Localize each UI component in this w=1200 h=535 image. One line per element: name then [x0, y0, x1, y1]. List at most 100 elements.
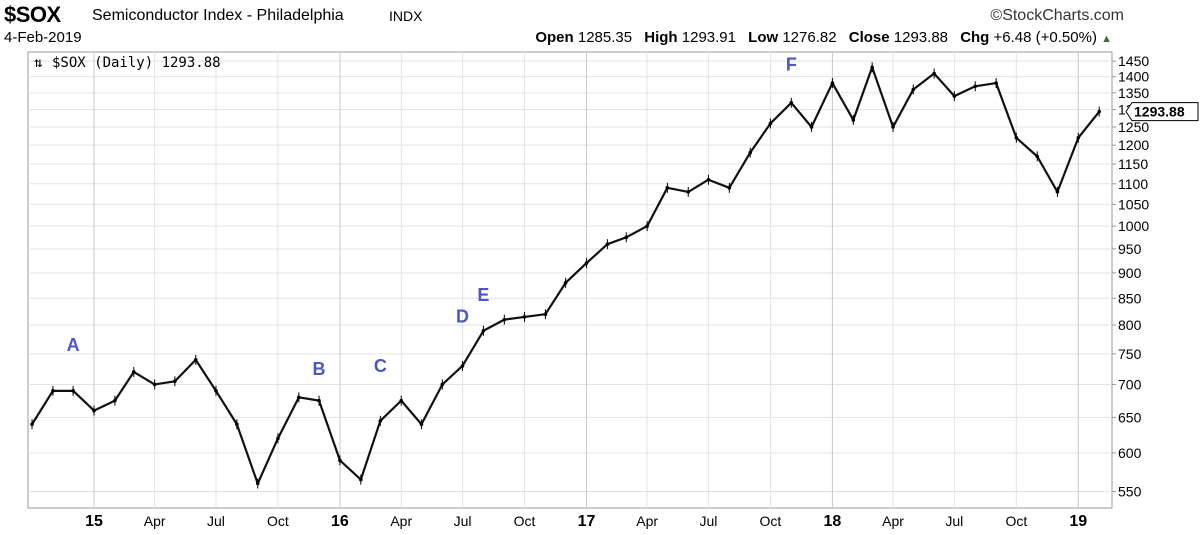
price-segment — [1077, 110, 1101, 139]
y-tick-label: 1050 — [1118, 196, 1149, 212]
low-value: 1276.82 — [782, 29, 837, 46]
grid — [28, 52, 1112, 508]
y-tick-label: 1400 — [1118, 69, 1149, 85]
price-point — [1035, 154, 1040, 159]
up-arrow-icon: ▲ — [1101, 33, 1112, 45]
price-segment — [214, 389, 238, 426]
y-axis: 550 600 650 700 750 800 850 900 950 1000 1050 1100 1… — [1112, 53, 1149, 500]
x-tick-label: Apr — [882, 513, 904, 529]
price-point — [297, 395, 301, 400]
price-segment — [113, 370, 135, 402]
x-tick-label: Jul — [207, 513, 225, 529]
y-tick-label: 1100 — [1118, 176, 1148, 192]
x-tick-label: Apr — [144, 513, 166, 529]
x-tick-label: Jul — [945, 513, 963, 529]
price-segment — [564, 262, 588, 284]
price-segment — [359, 419, 382, 481]
price-segment — [606, 236, 628, 246]
price-segment — [400, 399, 423, 426]
brand: ©StockCharts.com — [990, 7, 1124, 25]
open-label: Open — [535, 29, 574, 46]
price-point — [584, 261, 589, 265]
price-segment — [523, 313, 547, 319]
wave-labels: A B C DE F — [67, 54, 797, 379]
price-segment — [831, 81, 855, 122]
price-point — [952, 94, 957, 98]
exchange-label: INDX — [389, 8, 423, 24]
price-segment — [790, 101, 813, 129]
price-point — [543, 312, 548, 317]
price-point — [1055, 190, 1060, 194]
x-tick-label: Jul — [454, 513, 472, 529]
y-tick-label: 1150 — [1118, 156, 1148, 172]
price-point — [317, 398, 321, 403]
price-segment — [646, 186, 669, 228]
price-segment — [871, 66, 895, 129]
price-segment — [379, 399, 403, 422]
last-value-marker: 1293.88 — [1125, 102, 1199, 122]
chg-label: Chg — [960, 29, 990, 46]
price-point — [131, 370, 136, 374]
x-tick-label: 16 — [331, 513, 349, 530]
price-segment — [544, 281, 567, 316]
price-point — [748, 150, 753, 155]
price-point — [645, 224, 649, 228]
price-point — [193, 357, 198, 362]
price-point — [255, 481, 260, 486]
y-tick-label: 950 — [1118, 241, 1142, 257]
y-tick-label: 850 — [1118, 290, 1142, 306]
x-tick-label: Jul — [699, 513, 717, 529]
price-segment — [461, 329, 485, 367]
y-tick-label: 1250 — [1118, 119, 1149, 135]
price-point — [686, 190, 691, 194]
price-segment — [687, 178, 710, 194]
x-tick-label: Apr — [390, 513, 412, 529]
legend-label: $SOX (Daily) 1293.88 — [52, 55, 221, 71]
price-point — [51, 389, 55, 393]
x-tick-label: Oct — [1005, 513, 1027, 529]
price-segment — [30, 389, 55, 426]
price-point — [71, 389, 75, 393]
price-point — [973, 84, 978, 89]
price-point — [481, 328, 486, 333]
wave-label: F — [786, 54, 797, 74]
legend-icon: ⇅ — [34, 56, 42, 72]
price-point — [665, 186, 670, 190]
x-tick-label: 17 — [578, 513, 596, 530]
last-value-box — [1125, 102, 1199, 122]
price-segment — [482, 318, 506, 332]
price-point — [235, 422, 239, 427]
x-tick-label: 19 — [1069, 513, 1087, 530]
symbol: $SOX — [4, 2, 61, 27]
close-label: Close — [848, 29, 890, 46]
price-point — [30, 422, 34, 427]
price-point — [870, 65, 874, 70]
price-segment — [1036, 155, 1059, 194]
price-point — [1014, 135, 1019, 140]
price-segment — [173, 358, 197, 383]
price-point — [605, 242, 610, 247]
price-point — [911, 87, 916, 92]
price-segment — [72, 389, 96, 412]
low-label: Low — [748, 29, 779, 46]
price-point — [214, 389, 218, 393]
wave-label: A — [67, 335, 80, 355]
y-tick-label: 800 — [1118, 317, 1142, 333]
price-point — [932, 71, 936, 76]
price-point — [502, 317, 507, 322]
y-tick-label: 900 — [1118, 265, 1142, 281]
price-point — [624, 235, 629, 240]
legend: ⇅ $SOX (Daily) 1293.88 — [34, 55, 221, 72]
chg-value: +6.48 (+0.50%) — [993, 29, 1097, 46]
price-point — [809, 125, 814, 129]
price-point — [768, 121, 773, 126]
price-segment — [769, 101, 793, 125]
brand-label: StockCharts.com — [1002, 7, 1124, 24]
price-segment — [297, 396, 321, 402]
price-segment — [132, 370, 156, 386]
price-segment — [995, 81, 1018, 139]
y-tick-label: 600 — [1118, 445, 1142, 461]
close-value: 1293.88 — [893, 29, 949, 46]
wave-label: B — [313, 359, 326, 379]
price-segment — [912, 72, 936, 91]
